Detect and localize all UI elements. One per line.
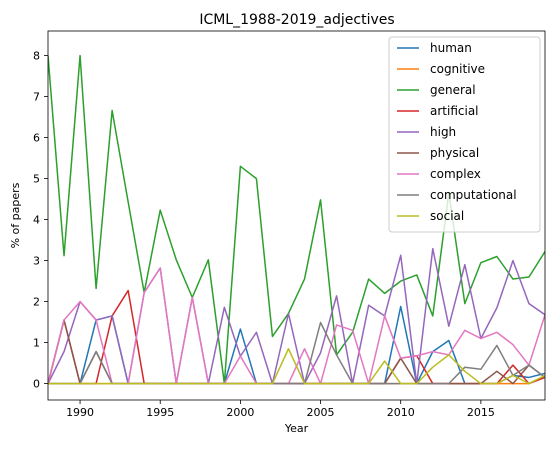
series-line-general [48,54,545,385]
y-tick-label: 8 [33,50,40,63]
chart-title: ICML_1988-2019_adjectives [199,12,394,28]
legend-label-general: general [430,83,476,97]
series-line-social [48,348,545,385]
legend-label-high: high [430,125,456,139]
legend-label-social: social [430,209,464,223]
x-axis: 1990 1995 2000 2005 2010 2015 [66,400,495,419]
x-tick-label: 2015 [467,406,495,419]
series-layer [48,54,545,385]
legend-label-cognitive: cognitive [430,62,485,76]
x-tick-label: 2005 [307,406,335,419]
y-tick-label: 3 [33,255,40,268]
y-tick-label: 4 [33,214,40,227]
x-tick-label: 2010 [387,406,415,419]
y-tick-label: 2 [33,296,40,309]
plot-frame [47,30,546,401]
legend-label-complex: complex [430,167,481,181]
x-tick-label: 1995 [146,406,174,419]
x-tick-label: 1990 [66,406,94,419]
y-axis: 0 1 2 3 4 5 6 7 8 [33,50,48,391]
x-axis-label: Year [284,422,309,435]
y-tick-label: 5 [33,173,40,186]
legend-label-artificial: artificial [430,104,479,118]
legend-label-physical: physical [430,146,479,160]
y-tick-label: 7 [33,91,40,104]
legend-box [388,36,541,233]
y-axis-label: % of papers [9,182,22,248]
x-tick-label: 2000 [226,406,254,419]
y-tick-label: 6 [33,132,40,145]
y-tick-label: 1 [33,337,40,350]
legend: human cognitive general artificial high physi… [388,36,541,233]
legend-label-human: human [430,41,472,55]
y-tick-label: 0 [33,378,40,391]
legend-label-computational: computational [430,188,517,202]
